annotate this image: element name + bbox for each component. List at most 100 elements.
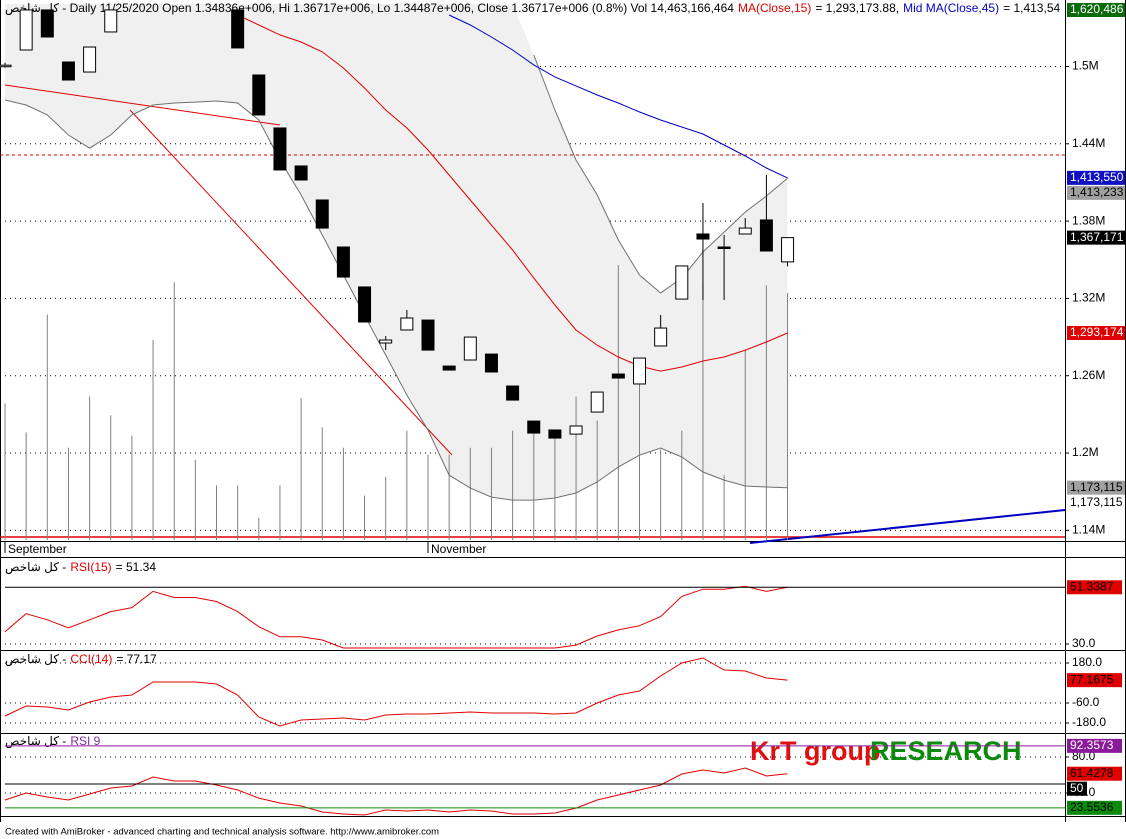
candle-body [19,9,33,51]
candle-body [61,61,75,81]
legend-entry: CCI(14) [70,652,112,666]
title: كل شاخص - [5,560,66,575]
y-tick-label: 1.5M [1072,59,1099,73]
candle-body [358,286,372,323]
candle-body [506,385,520,401]
brand: RESEARCH [870,736,1022,766]
price-tag [1067,170,1125,185]
price-tag [1067,738,1122,753]
pane-title: كل شاخص - RSI 9 [5,734,101,749]
candle-body [231,9,245,49]
legend-value: = 1,413,54 [1003,1,1060,15]
price-tag-label: 1,413,550 [1070,170,1124,184]
pane-title: كل شاخص - RSI(15) = 51.34 [5,560,156,575]
price-tag-label: 1,173,115 [1070,480,1123,494]
price-tag [1067,3,1125,17]
candle-body [104,9,118,33]
legend-value: = 51.34 [116,560,157,574]
price-tag [1067,480,1125,495]
y-tick-label: 1.14M [1072,523,1105,537]
title: كل شاخص - [5,734,66,749]
price-tag-label: 61.4278 [1070,766,1114,780]
y-tick-label: 1.44M [1072,136,1105,150]
price-tag-label: 1,367,171 [1070,230,1124,244]
back-layer [0,4,1065,794]
price-tag-label: 1,413,233 [1070,185,1124,199]
candle-body [40,9,54,38]
price-tag-label: 92.3573 [1070,738,1114,752]
y-tick-label: 1.2M [1072,445,1099,459]
ma-line [237,14,788,372]
indicator-line [4,657,788,727]
price-tag [1067,673,1122,688]
price-tag-label: 77.1675 [1070,672,1114,686]
band-area [5,4,788,501]
price-tag [1067,185,1125,200]
brand: KrT group [750,736,880,766]
price-tag [1067,325,1125,340]
price-tag [1067,766,1122,781]
price-tag-label: 1,293,174 [1070,325,1124,339]
pane-title: كل شاخص - CCI(14) = 77.17 [5,652,157,667]
x-tick-label: November [431,542,486,556]
candle-body [611,373,625,379]
candle-body [738,227,752,235]
candle-body [400,317,414,331]
trend-line [129,109,453,456]
candle-body [759,219,773,252]
ma-line [448,14,788,179]
candle-body [315,199,329,229]
price-tag-label: 1,620,486 [1070,2,1124,16]
footer: Created with AmiBroker - advanced charti… [5,827,439,838]
candle-body [463,336,477,361]
legend-entry: RSI(15) [70,560,111,574]
legend-entry: MA(Close,15) [738,1,811,15]
candle-body [548,429,562,439]
candle-body [379,339,393,344]
y-tick-label: -60.0 [1072,695,1100,709]
legend-entry: RSI 9 [70,734,100,748]
trend-line [4,84,281,126]
candle-body [675,265,689,300]
price-tag [1067,580,1122,595]
price-tag-label: 50 [1070,781,1084,795]
price-tag [1067,800,1122,815]
price-tag-label: 23.5536 [1070,800,1114,814]
candle-body [442,365,456,371]
candle-body [781,237,795,263]
band-upper [533,54,788,294]
pane-title: كل شاخص - Daily 11/25/2020 Open 1.34836e… [5,1,1060,16]
price-tag [1067,230,1125,245]
title: كل شاخص - [5,652,66,667]
indicator-line [4,585,788,649]
price-tag [1067,781,1087,796]
x-tick-label: September [8,542,67,556]
candle-body [294,165,308,181]
trend-line [749,509,1066,544]
legend-value: = 77.17 [116,652,157,666]
price-tag-label: 51.3387 [1070,579,1114,593]
price-tag-label: 1,173,115 [1070,495,1123,509]
candle-body [484,353,498,373]
candle-body [654,327,668,347]
y-tick-label: 180.0 [1072,655,1102,669]
candle-body [336,246,350,278]
candle-body [569,425,583,435]
y-tick-label: 1.38M [1072,213,1105,227]
y-tick-label: 1.26M [1072,368,1105,382]
candle-body [633,357,646,385]
candle-body [273,127,287,171]
candle-body [590,391,604,413]
candle-body [252,74,266,116]
candle-body [83,46,97,73]
y-tick-label: 1.32M [1072,291,1105,305]
band-lower [4,99,788,501]
candle-body [527,420,541,434]
title: كل شاخص - Daily 11/25/2020 Open 1.34836e… [5,1,734,16]
y-tick-label: -180.0 [1072,715,1106,729]
candle-body [717,246,731,250]
legend-entry: Mid MA(Close,45) [903,1,999,15]
legend-value: = 1,293,173.88, [815,1,899,15]
candle-body [696,233,710,240]
